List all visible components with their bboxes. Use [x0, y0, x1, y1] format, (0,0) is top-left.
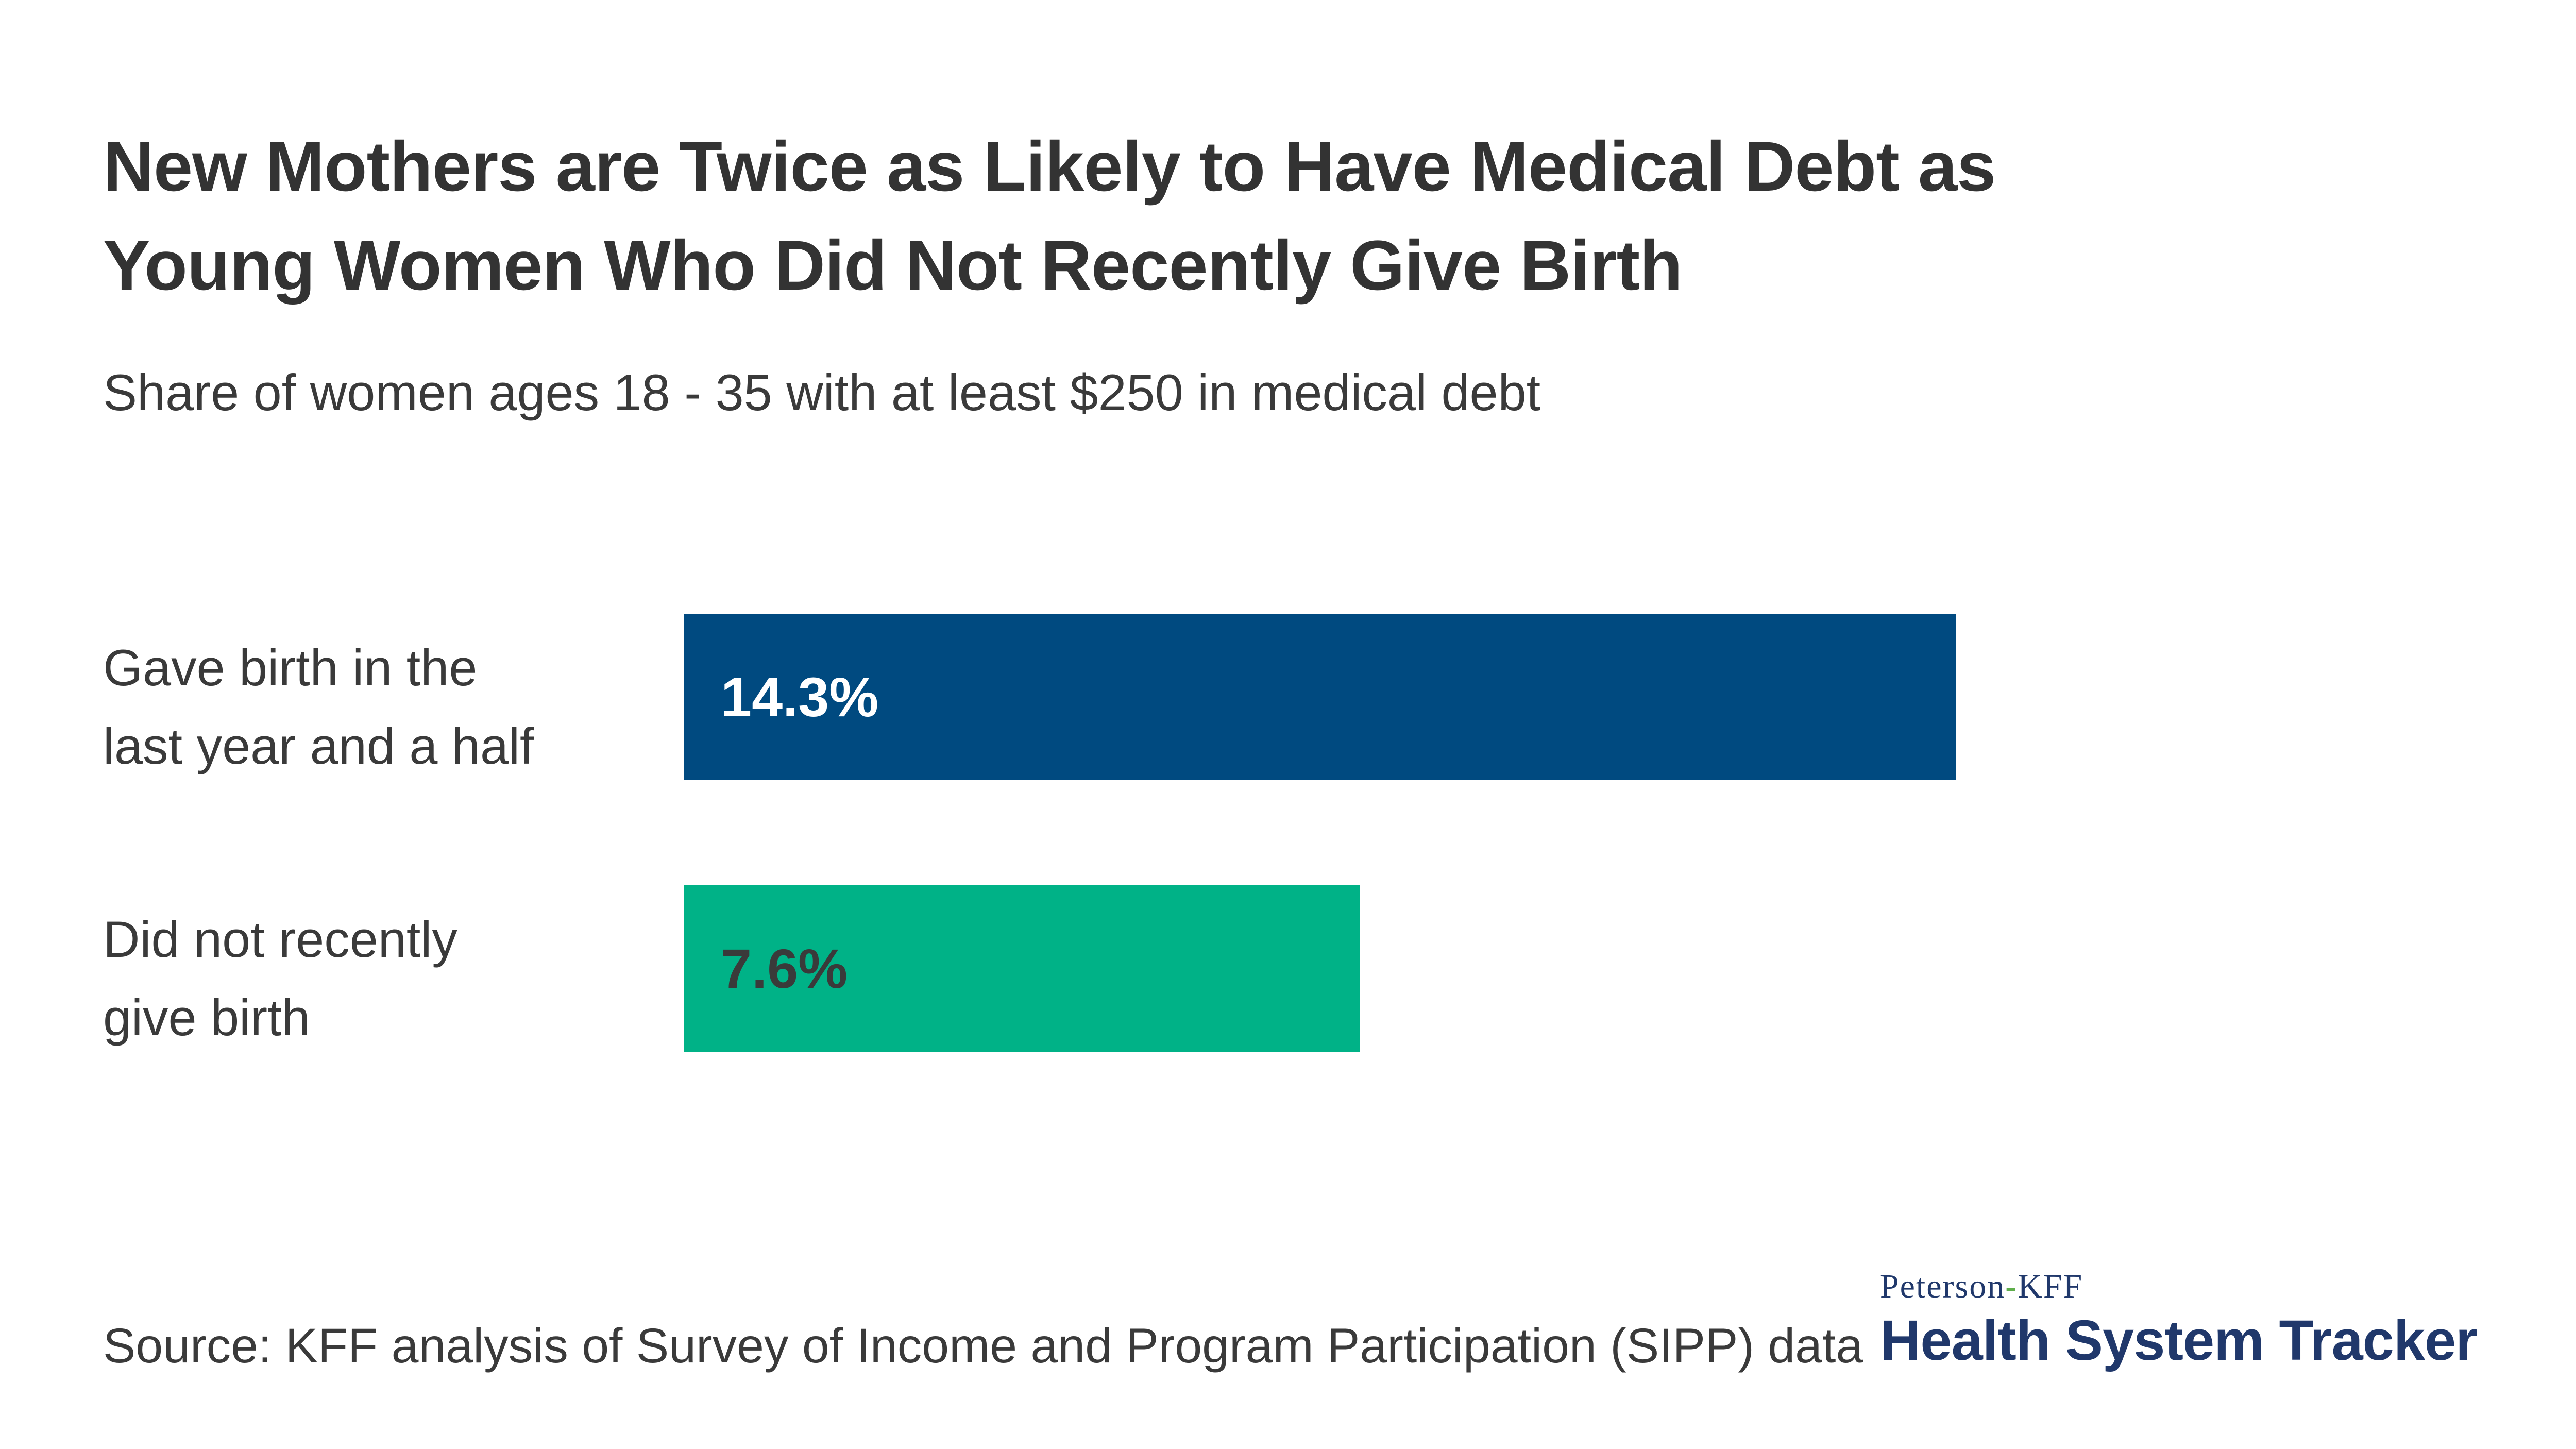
- chart-title-line-2: Young Women Who Did Not Recently Give Bi…: [103, 226, 1683, 305]
- value-label: 7.6%: [721, 937, 848, 1000]
- logo-health-system-tracker: Health System Tracker: [1879, 1309, 2478, 1372]
- logo-green-hyphen: -: [2005, 1268, 2018, 1305]
- bar-chart-row: Gave birth in the last year and a half 14…: [0, 614, 2576, 780]
- logo-kff-text: KFF: [2018, 1268, 2083, 1305]
- logo-peterson-kff-line: Peterson-KFF: [1880, 1265, 2477, 1308]
- category-label: Did not recently give birth: [103, 910, 457, 1046]
- bar-chart-row: Did not recently give birth 7.6%: [0, 885, 2576, 1052]
- bar: 14.3%: [684, 614, 1956, 780]
- logo-peterson-text: Peterson: [1879, 1268, 2006, 1305]
- value-label: 14.3%: [721, 666, 879, 728]
- category-label: Gave birth in the last year and a half: [103, 638, 534, 774]
- chart-subtitle: Share of women ages 18 - 35 with at leas…: [103, 364, 1541, 421]
- source-note: Source: KFF analysis of Survey of Income…: [103, 1319, 1863, 1373]
- chart-title: New Mothers are Twice as Likely to Have …: [103, 117, 1996, 315]
- bar: 7.6%: [684, 885, 1360, 1052]
- peterson-kff-logo: Peterson-KFF Health System Tracker: [1879, 1265, 2478, 1372]
- bar-chart: Gave birth in the last year and a half 14…: [0, 614, 2576, 1052]
- chart-title-line-1: New Mothers are Twice as Likely to Have …: [103, 127, 1996, 206]
